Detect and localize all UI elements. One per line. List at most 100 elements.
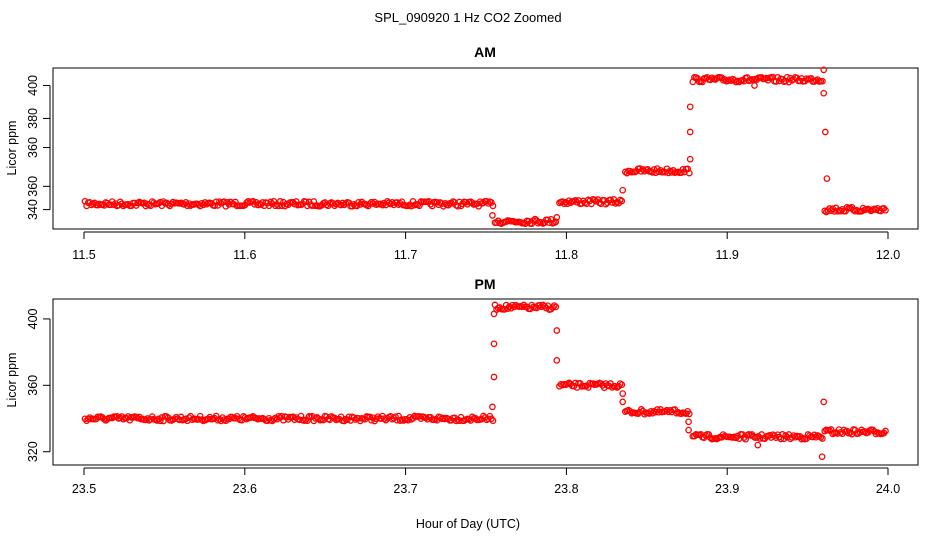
panel-am-x-axis: 11.5 11.6 11.7 11.8 11.9 12.0 bbox=[72, 231, 900, 262]
data-point bbox=[530, 217, 537, 224]
data-point bbox=[232, 198, 239, 206]
y-tick-label: 400 bbox=[26, 308, 40, 329]
panel-pm-x-axis: 23.5 23.6 23.7 23.8 23.9 24.0 bbox=[72, 467, 900, 496]
data-point bbox=[686, 103, 694, 111]
data-point bbox=[182, 199, 190, 206]
data-point bbox=[686, 155, 694, 163]
y-tick-label: 380 bbox=[26, 108, 40, 129]
data-point bbox=[742, 435, 749, 443]
data-point bbox=[820, 398, 828, 406]
data-point bbox=[780, 435, 788, 443]
data-point bbox=[882, 427, 889, 435]
data-point bbox=[297, 412, 305, 420]
data-point bbox=[751, 82, 758, 89]
data-point bbox=[156, 417, 164, 425]
x-tick-label: 23.9 bbox=[715, 482, 739, 496]
data-point bbox=[553, 214, 561, 221]
data-point bbox=[685, 426, 692, 434]
data-point bbox=[685, 418, 692, 426]
y-tick-label: 320 bbox=[26, 441, 40, 462]
data-point bbox=[480, 412, 487, 420]
data-point bbox=[398, 198, 406, 206]
data-point bbox=[705, 431, 713, 438]
data-point bbox=[553, 327, 561, 334]
data-point bbox=[618, 197, 626, 205]
data-point bbox=[489, 212, 496, 219]
data-point bbox=[619, 186, 627, 194]
data-point bbox=[489, 202, 497, 210]
data-point bbox=[869, 426, 877, 434]
data-point bbox=[552, 218, 560, 226]
x-tick-label: 11.8 bbox=[555, 248, 578, 262]
data-point bbox=[823, 175, 831, 182]
panel-am-title: AM bbox=[474, 44, 496, 60]
panel-pm-title: PM bbox=[475, 276, 496, 292]
data-point bbox=[153, 417, 161, 424]
data-point bbox=[677, 169, 685, 176]
data-point bbox=[272, 202, 279, 210]
data-point bbox=[490, 340, 498, 348]
data-point bbox=[211, 202, 218, 210]
x-tick-label: 11.5 bbox=[72, 248, 95, 262]
panel-am-y-axis: 340 360 360 380 400 bbox=[26, 75, 51, 220]
x-tick-label: 23.5 bbox=[72, 482, 96, 496]
data-point bbox=[490, 373, 498, 381]
data-point bbox=[785, 78, 793, 86]
x-tick-label: 23.6 bbox=[233, 482, 257, 496]
y-tick-label: 360 bbox=[26, 375, 40, 396]
y-tick-label: 340 bbox=[26, 199, 40, 220]
data-point bbox=[489, 403, 496, 411]
data-point bbox=[619, 398, 627, 406]
data-point bbox=[782, 77, 789, 85]
x-tick-label: 24.0 bbox=[876, 482, 900, 496]
data-point bbox=[270, 415, 278, 423]
panel-pm: PM Licor ppm 23.5 23.6 23.7 23.8 23.9 24.0 32… bbox=[5, 276, 919, 496]
data-point bbox=[553, 357, 561, 364]
panel-pm-marks bbox=[81, 301, 889, 461]
data-point bbox=[267, 198, 274, 206]
data-point bbox=[819, 77, 826, 85]
data-point bbox=[840, 426, 848, 434]
data-point bbox=[821, 128, 829, 136]
data-point bbox=[619, 390, 627, 397]
data-point bbox=[602, 200, 610, 208]
data-point bbox=[366, 413, 374, 421]
data-point bbox=[685, 410, 693, 418]
data-point bbox=[699, 78, 706, 86]
panel-am: AM Licor ppm 11.5 11.6 11.7 11.8 11.9 12.0 34… bbox=[5, 44, 919, 262]
x-tick-label: 11.7 bbox=[394, 248, 417, 262]
y-tick-label: 400 bbox=[26, 75, 40, 96]
data-point bbox=[772, 78, 780, 85]
data-point bbox=[222, 417, 230, 425]
data-point bbox=[353, 202, 361, 210]
x-tick-label: 12.0 bbox=[876, 248, 900, 262]
data-point bbox=[820, 89, 828, 97]
x-axis-label: Hour of Day (UTC) bbox=[416, 517, 520, 531]
data-point bbox=[819, 435, 826, 442]
data-point bbox=[653, 165, 661, 172]
y-tick-label: 360 bbox=[26, 137, 40, 158]
data-point bbox=[820, 66, 828, 74]
panel-am-ylabel: Licor ppm bbox=[5, 121, 19, 176]
data-point bbox=[550, 302, 558, 309]
data-point bbox=[880, 205, 888, 212]
x-tick-label: 23.8 bbox=[554, 482, 578, 496]
data-point bbox=[428, 202, 436, 210]
data-point bbox=[531, 215, 539, 223]
data-point bbox=[591, 196, 598, 204]
data-point bbox=[552, 303, 560, 311]
data-point bbox=[754, 441, 762, 449]
data-point bbox=[685, 169, 693, 177]
data-point bbox=[818, 453, 826, 461]
panel-am-frame bbox=[52, 67, 919, 230]
panel-pm-ylabel: Licor ppm bbox=[5, 353, 19, 408]
data-point bbox=[289, 198, 297, 206]
data-point bbox=[782, 432, 789, 439]
data-point bbox=[302, 198, 310, 206]
data-point bbox=[489, 417, 497, 425]
x-tick-label: 23.7 bbox=[393, 482, 417, 496]
y-tick-label: 360 bbox=[26, 176, 40, 197]
x-tick-label: 11.9 bbox=[715, 248, 738, 262]
data-point bbox=[560, 200, 568, 208]
